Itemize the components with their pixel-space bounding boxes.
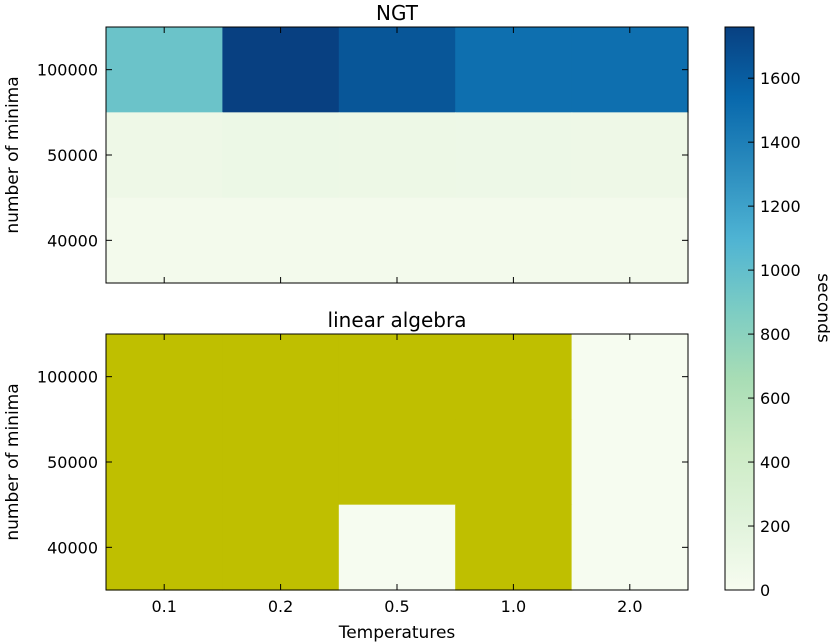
linear-algebra-y-axis-label: number of minima	[3, 383, 23, 540]
linear-algebra-y-ticks: 100000 50000 40000	[37, 368, 688, 557]
heatmap-cell	[455, 197, 573, 284]
y-tick-label: 50000	[47, 453, 98, 472]
y-tick-label: 50000	[47, 146, 98, 165]
heatmap-cell	[571, 112, 689, 199]
heatmap-cell	[338, 197, 456, 284]
heatmap-cell	[222, 334, 340, 420]
heatmap-cell	[222, 27, 340, 113]
colorbar-tick-label: 200	[760, 517, 791, 536]
heatmap-cell	[455, 419, 573, 506]
x-axis-label: Temperatures	[338, 623, 456, 643]
x-tick-label: 0.2	[268, 597, 293, 616]
x-tick-label: 2.0	[617, 597, 642, 616]
colorbar-tick-label: 1600	[760, 69, 801, 88]
heatmap-cell	[455, 112, 573, 199]
y-tick-label: 100000	[37, 61, 98, 80]
ngt-heatmap-cells	[106, 27, 689, 284]
heatmap-cell	[106, 504, 223, 591]
heatmap-cell	[571, 27, 689, 113]
ngt-y-axis-label: number of minima	[3, 76, 23, 233]
colorbar-tick-label: 0	[760, 581, 770, 600]
y-tick-label: 100000	[37, 368, 98, 387]
heatmap-cell	[222, 112, 340, 199]
colorbar-ticks: 0 200 400 600 800 1000 1200 1400 1600	[748, 69, 801, 600]
heatmap-cell	[338, 112, 456, 199]
heatmap-cell	[338, 334, 456, 420]
heatmap-cell	[571, 197, 689, 284]
x-tick-label: 1.0	[501, 597, 526, 616]
heatmap-cell	[455, 334, 573, 420]
linear-algebra-heatmap-panel: linear algebra 0.1 0.2 0.5 1.0 2.0 100000 500…	[3, 308, 689, 643]
ngt-y-ticks: 100000 50000 40000	[37, 61, 688, 250]
colorbar-tick-label: 800	[760, 325, 791, 344]
heatmap-cell	[106, 27, 223, 113]
heatmap-cell	[222, 504, 340, 591]
linear-algebra-title: linear algebra	[328, 308, 467, 332]
x-tick-label: 0.1	[151, 597, 176, 616]
colorbar-tick-label: 1000	[760, 261, 801, 280]
ngt-title: NGT	[376, 1, 419, 25]
heatmap-cell	[106, 197, 223, 284]
heatmap-cell	[455, 504, 573, 591]
colorbar-tick-label: 600	[760, 389, 791, 408]
heatmap-cell	[106, 419, 223, 506]
heatmap-cell	[222, 197, 340, 284]
colorbar-label: seconds	[813, 273, 830, 343]
heatmap-cell	[338, 504, 456, 591]
ngt-x-ticks	[163, 27, 631, 283]
heatmap-cell	[338, 419, 456, 506]
heatmap-cell	[571, 419, 689, 506]
colorbar-tick-label: 1400	[760, 133, 801, 152]
colorbar-tick-label: 400	[760, 453, 791, 472]
x-tick-label: 0.5	[384, 597, 409, 616]
ngt-heatmap-panel: NGT 100000 50000 40000 number of minima	[3, 1, 689, 284]
heatmap-cell	[338, 27, 456, 113]
heatmap-cell	[571, 504, 689, 591]
colorbar-tick-label: 1200	[760, 197, 801, 216]
linear-algebra-x-ticks: 0.1 0.2 0.5 1.0 2.0	[151, 334, 643, 616]
y-tick-label: 40000	[47, 538, 98, 557]
linear-algebra-heatmap-cells	[106, 334, 689, 591]
y-tick-label: 40000	[47, 231, 98, 250]
colorbar: 0 200 400 600 800 1000 1200 1400 1600 seconds	[724, 26, 830, 600]
heatmap-cell	[106, 112, 223, 199]
heatmap-cell	[571, 334, 689, 420]
heatmap-cell	[106, 334, 223, 420]
colorbar-bar	[724, 26, 755, 591]
heatmap-cell	[455, 27, 573, 113]
heatmap-cell	[222, 419, 340, 506]
